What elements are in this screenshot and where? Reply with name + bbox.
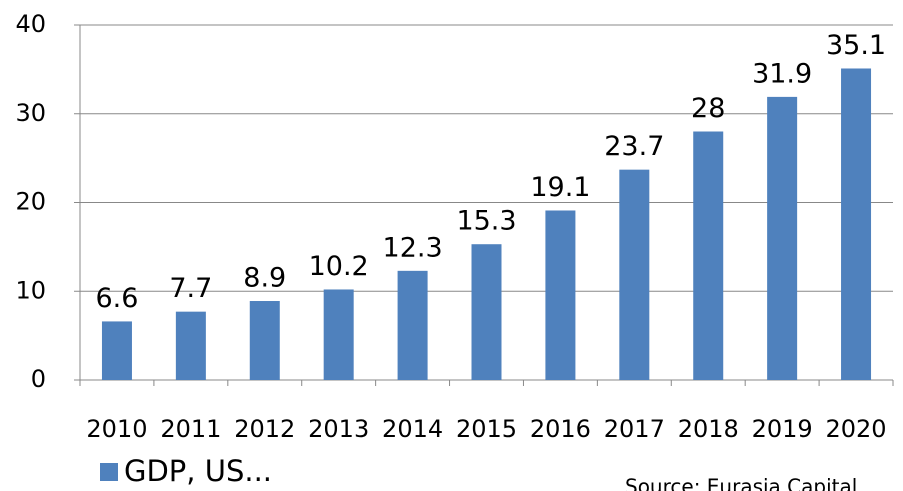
data-label: 6.6 bbox=[95, 283, 138, 314]
x-tick-label: 2020 bbox=[826, 415, 887, 443]
data-label: 8.9 bbox=[243, 263, 286, 294]
x-tick-label: 2011 bbox=[160, 415, 221, 443]
bar bbox=[101, 321, 132, 380]
data-label: 10.2 bbox=[309, 251, 369, 282]
x-tick-label: 2015 bbox=[456, 415, 517, 443]
x-tick-label: 2018 bbox=[678, 415, 739, 443]
bar bbox=[397, 270, 428, 380]
legend-label: GDP, US... bbox=[124, 454, 272, 488]
bar bbox=[545, 210, 576, 380]
data-label: 23.7 bbox=[604, 131, 664, 162]
bar bbox=[175, 311, 206, 380]
x-tick-label: 2014 bbox=[382, 415, 443, 443]
x-tick-label: 2013 bbox=[308, 415, 369, 443]
x-tick-label: 2012 bbox=[234, 415, 295, 443]
bar bbox=[471, 244, 502, 380]
source-note: Source: Eurasia Capital bbox=[625, 475, 857, 491]
data-label: 35.1 bbox=[826, 30, 886, 61]
y-tick-label: 0 bbox=[31, 365, 46, 393]
x-tick-label: 2016 bbox=[530, 415, 591, 443]
data-label: 31.9 bbox=[752, 58, 812, 89]
y-tick-label: 10 bbox=[15, 276, 46, 304]
y-tick-label: 30 bbox=[15, 99, 46, 127]
y-tick-label: 20 bbox=[15, 188, 46, 216]
bar bbox=[693, 131, 724, 380]
bar bbox=[249, 301, 280, 380]
x-tick-label: 2010 bbox=[86, 415, 147, 443]
data-label: 7.7 bbox=[169, 273, 212, 304]
bar bbox=[841, 68, 872, 381]
x-tick-label: 2019 bbox=[752, 415, 813, 443]
y-tick-label: 40 bbox=[15, 10, 46, 38]
bar bbox=[619, 169, 650, 380]
bar bbox=[767, 96, 798, 380]
bar bbox=[323, 289, 354, 380]
data-label: 12.3 bbox=[383, 232, 443, 263]
data-label: 15.3 bbox=[456, 206, 516, 237]
data-label: 19.1 bbox=[530, 172, 590, 203]
data-label: 28 bbox=[691, 93, 725, 124]
legend-swatch bbox=[100, 463, 118, 481]
x-tick-label: 2017 bbox=[604, 415, 665, 443]
